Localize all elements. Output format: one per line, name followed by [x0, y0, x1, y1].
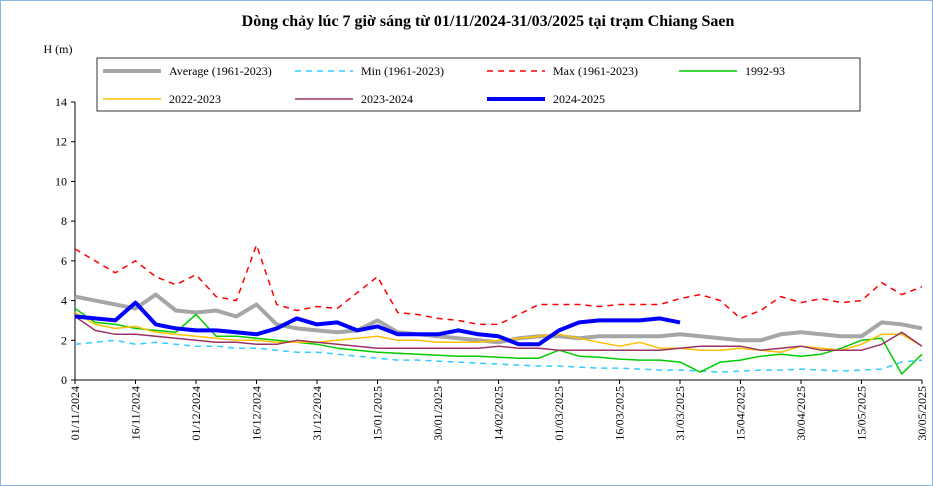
legend-label: Min (1961-2023)	[361, 64, 444, 78]
y-tick-label: 12	[55, 135, 67, 149]
series-line	[74, 244, 923, 326]
y-tick-label: 6	[61, 254, 67, 268]
series-line	[74, 300, 681, 347]
legend-box	[96, 57, 861, 112]
x-tick-label: 16/12/2024	[250, 386, 264, 441]
legend-label: Average (1961-2023)	[169, 64, 272, 78]
x-tick-label: 01/11/2024	[68, 386, 82, 440]
x-tick-label: 15/01/2025	[371, 386, 385, 441]
y-tick-label: 2	[61, 333, 67, 347]
legend-label: Max (1961-2023)	[553, 64, 638, 78]
series-line	[74, 339, 923, 373]
x-tick-label: 01/12/2024	[189, 386, 203, 441]
y-tick-label: 4	[61, 294, 67, 308]
x-tick-label: 15/04/2025	[734, 386, 748, 441]
chart-title: Dòng chảy lúc 7 giờ sáng từ 01/11/2024-3…	[242, 13, 735, 30]
series-line	[74, 315, 923, 351]
legend-label: 2023-2024	[361, 92, 413, 106]
x-tick-label: 30/05/2025	[915, 386, 929, 441]
y-tick-label: 14	[55, 95, 67, 109]
legend-label: 1992-93	[745, 64, 785, 78]
x-tick-label: 30/01/2025	[431, 386, 445, 441]
legend-label: 2022-2023	[169, 92, 221, 106]
y-axis-label: H (m)	[44, 42, 73, 56]
legend-label: 2024-2025	[553, 92, 605, 106]
series-line	[74, 292, 923, 345]
x-tick-label: 31/12/2024	[310, 386, 324, 441]
x-tick-label: 16/03/2025	[613, 386, 627, 441]
x-tick-label: 31/03/2025	[673, 386, 687, 441]
series-line	[74, 307, 923, 375]
y-tick-label: 10	[55, 174, 67, 188]
x-tick-label: 01/03/2025	[552, 386, 566, 441]
y-tick-label: 8	[61, 214, 67, 228]
x-tick-label: 14/02/2025	[492, 386, 506, 441]
series-line	[74, 311, 923, 353]
y-tick-label: 0	[61, 373, 67, 387]
x-tick-label: 15/05/2025	[855, 386, 869, 441]
x-tick-label: 16/11/2024	[129, 386, 143, 440]
x-tick-label: 30/04/2025	[794, 386, 808, 441]
